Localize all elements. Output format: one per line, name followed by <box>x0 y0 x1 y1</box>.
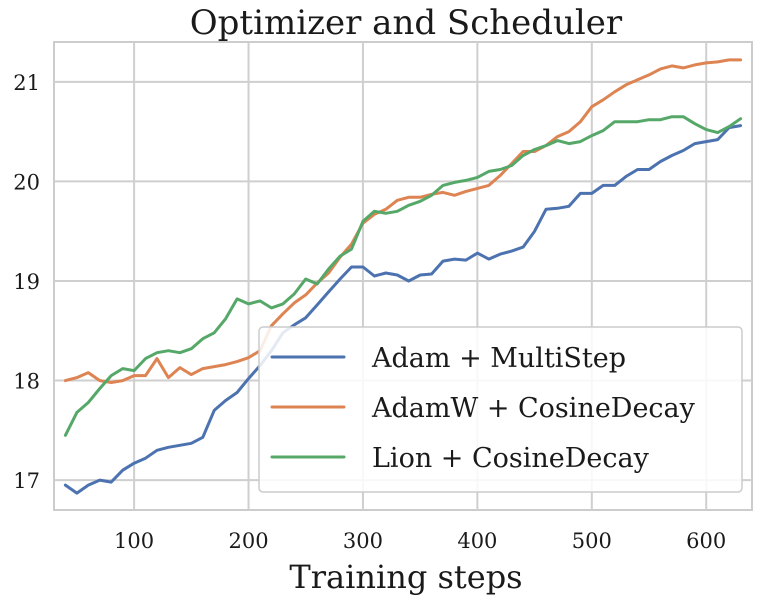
x-tick-label: 200 <box>228 529 268 553</box>
series-line-3 <box>63 115 743 437</box>
legend-box <box>258 326 743 493</box>
x-tick-label: 100 <box>114 529 154 553</box>
x-tick-label: 400 <box>457 529 497 553</box>
series-lines <box>63 58 743 495</box>
series-line-1 <box>63 124 743 495</box>
y-tick-label: 19 <box>13 270 40 294</box>
y-tick-label: 20 <box>13 170 40 194</box>
x-axis-label: Training steps <box>289 558 522 596</box>
axis-ticks: 100 200 300 400 500 600 17 18 19 20 21 <box>13 71 726 553</box>
legend: Adam + MultiStep AdamW + CosineDecay Lion … <box>258 326 743 493</box>
legend-label-3: Lion + CosineDecay <box>372 443 650 474</box>
series-line-2 <box>63 58 743 384</box>
chart-title: Optimizer and Scheduler <box>190 3 623 43</box>
y-tick-label: 21 <box>13 71 40 95</box>
legend-label-1: Adam + MultiStep <box>371 343 626 374</box>
x-tick-label: 600 <box>686 529 726 553</box>
y-tick-label: 18 <box>13 370 40 394</box>
x-tick-label: 300 <box>343 529 383 553</box>
legend-label-2: AdamW + CosineDecay <box>371 393 696 424</box>
y-tick-label: 17 <box>13 469 40 493</box>
x-tick-label: 500 <box>572 529 612 553</box>
